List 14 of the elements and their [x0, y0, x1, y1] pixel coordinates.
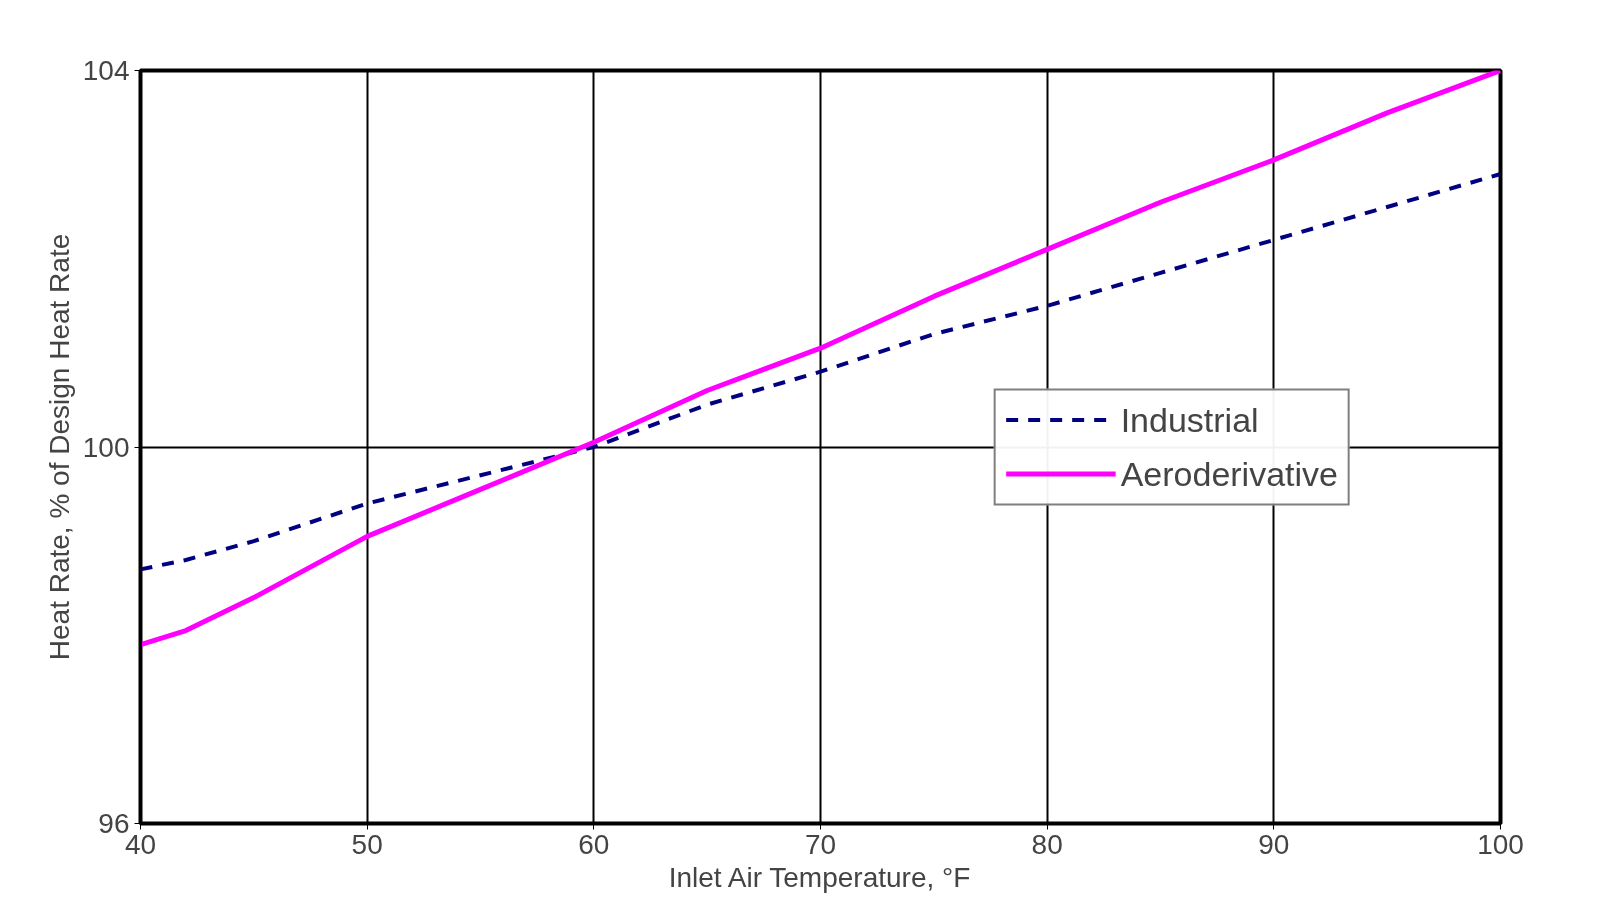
x-tick-label: 90	[1258, 828, 1290, 860]
legend-label: Industrial	[1120, 400, 1259, 439]
x-tick-label: 60	[578, 828, 610, 860]
x-tick-label: 80	[1031, 828, 1063, 860]
x-tick-label: 50	[351, 828, 383, 860]
y-tick-label: 104	[82, 55, 130, 86]
y-tick-label: 100	[82, 431, 130, 463]
line-series	[140, 172, 1501, 572]
x-tick-label: 100	[1477, 828, 1524, 860]
legend-label: Aeroderivative	[1120, 454, 1338, 493]
x-tick-label: 70	[804, 828, 837, 860]
y-tick-label: 96	[98, 808, 130, 839]
y-axis-title: Heat Rate, % of Design Heat Rate	[43, 233, 75, 661]
x-axis-title: Inlet Air Temperature, °F	[668, 861, 971, 893]
